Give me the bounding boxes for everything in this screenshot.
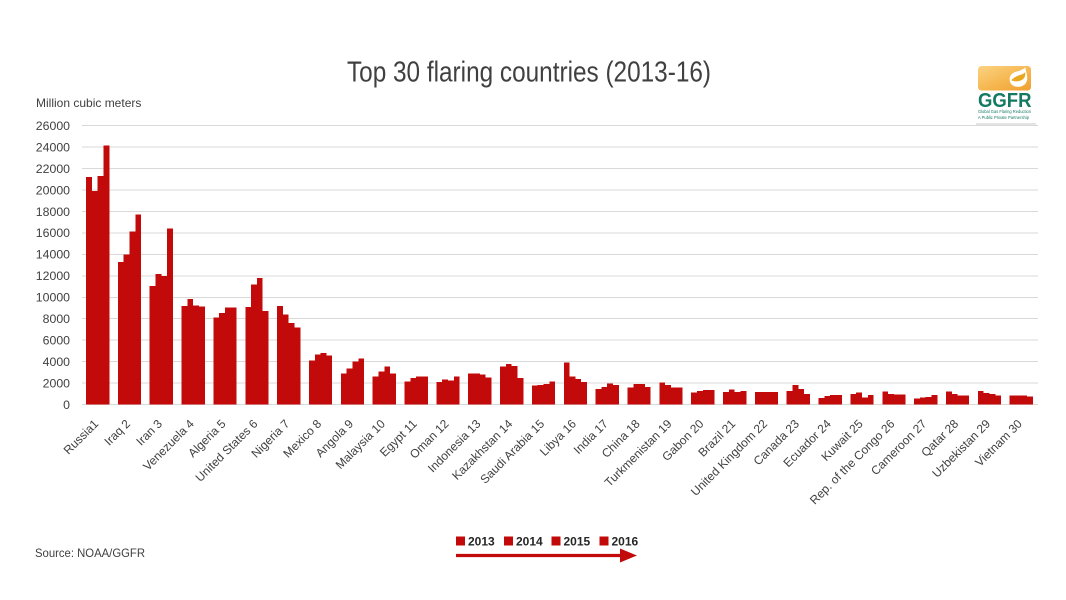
- svg-text:Source: NOAA/GGFR: Source: NOAA/GGFR: [35, 546, 145, 560]
- svg-text:20000: 20000: [36, 183, 70, 197]
- svg-text:2015: 2015: [564, 535, 591, 549]
- svg-text:14000: 14000: [36, 248, 70, 262]
- svg-text:22000: 22000: [36, 162, 70, 176]
- svg-text:2000: 2000: [43, 376, 71, 390]
- svg-text:16000: 16000: [36, 226, 70, 240]
- svg-text:2013: 2013: [468, 535, 495, 549]
- svg-text:6000: 6000: [43, 333, 71, 347]
- svg-text:12000: 12000: [36, 269, 70, 283]
- svg-text:24000: 24000: [36, 140, 70, 154]
- svg-text:2016: 2016: [612, 535, 639, 549]
- svg-text:Global Gas Flaring Reduction: Global Gas Flaring Reduction: [978, 109, 1031, 114]
- svg-text:GGFR: GGFR: [978, 89, 1032, 112]
- svg-text:26000: 26000: [36, 119, 70, 133]
- svg-text:10000: 10000: [36, 291, 70, 305]
- svg-text:0: 0: [63, 398, 70, 412]
- svg-text:A Public Private Partnership: A Public Private Partnership: [978, 115, 1029, 120]
- svg-text:4000: 4000: [43, 355, 71, 369]
- svg-text:Iraq 2: Iraq 2: [102, 416, 134, 448]
- svg-text:Million cubic meters: Million cubic meters: [36, 96, 141, 110]
- svg-text:2014: 2014: [516, 535, 543, 549]
- svg-text:8000: 8000: [43, 312, 71, 326]
- svg-text:18000: 18000: [36, 205, 70, 219]
- svg-text:Top 30 flaring countries (2013: Top 30 flaring countries (2013-16): [347, 57, 711, 89]
- svg-text:Russia1: Russia1: [61, 416, 102, 457]
